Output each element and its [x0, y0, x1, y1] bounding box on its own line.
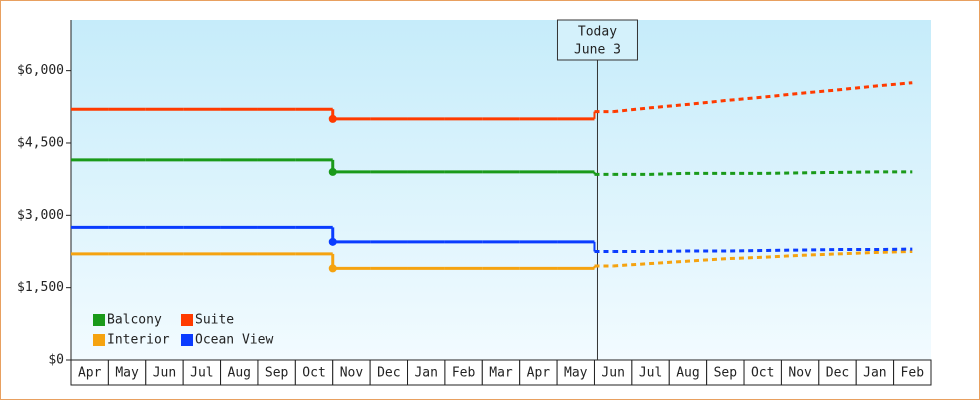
x-tick-cell [145, 359, 184, 386]
x-tick-label: Aug [676, 366, 699, 381]
x-tick-cell [444, 359, 483, 386]
x-tick-cell [407, 359, 446, 386]
x-tick-cell [668, 359, 708, 386]
x-tick-label: Nov [788, 366, 812, 381]
x-tick-label: Sep [714, 366, 738, 381]
x-tick-label: Apr [78, 366, 102, 381]
x-tick-label: May [564, 366, 588, 381]
x-tick-label: Nov [340, 366, 364, 381]
y-tick-label: $1,500 [17, 280, 64, 295]
x-tick-cell [182, 359, 222, 386]
legend-label: Suite [195, 313, 234, 328]
y-tick-label: $6,000 [17, 63, 64, 78]
x-tick-cell [294, 359, 334, 386]
x-tick-cell [332, 359, 371, 386]
x-tick-label: Jul [639, 366, 662, 381]
x-tick-cell [481, 359, 521, 386]
x-tick-label: Feb [901, 366, 925, 381]
legend-swatch [93, 314, 105, 326]
x-tick-cell [519, 359, 558, 386]
legend-label: Balcony [107, 313, 162, 328]
x-tick-label: Jun [601, 366, 624, 381]
x-tick-label: Oct [302, 366, 325, 381]
forecast-line [613, 249, 913, 268]
x-tick-cell [893, 359, 932, 386]
legend-swatch [181, 334, 193, 346]
x-tick-label: Oct [751, 366, 774, 381]
x-tick-label: Feb [452, 366, 476, 381]
forecast-line [613, 247, 913, 253]
legend-label: Interior [107, 333, 170, 348]
x-tick-label: Jan [863, 366, 886, 381]
legend-label: Ocean View [195, 333, 273, 348]
today-box [556, 19, 638, 61]
x-tick-label: Sep [265, 366, 289, 381]
x-tick-cell [220, 359, 259, 386]
x-tick-cell [631, 359, 670, 386]
x-tick-cell [369, 359, 409, 386]
x-tick-label: Jan [414, 366, 437, 381]
forecast-line [613, 170, 913, 176]
x-tick-cell [855, 359, 895, 386]
x-tick-label: Mar [489, 366, 513, 381]
x-tick-label: Jul [190, 366, 213, 381]
x-tick-label: May [115, 366, 139, 381]
x-tick-label: Dec [377, 366, 400, 381]
legend-swatch [181, 314, 193, 326]
y-tick-label: $3,000 [17, 208, 64, 223]
x-tick-label: Jun [153, 366, 176, 381]
x-tick-label: Dec [826, 366, 849, 381]
today-label: Today [578, 25, 617, 40]
y-tick-label: $0 [48, 353, 64, 368]
plot-area [71, 20, 931, 360]
y-tick-label: $4,500 [17, 135, 64, 150]
legend-swatch [93, 334, 105, 346]
x-tick-cell [257, 359, 296, 386]
x-tick-label: Apr [527, 366, 551, 381]
x-tick-label: Aug [228, 366, 251, 381]
today-label: June 3 [574, 43, 621, 58]
